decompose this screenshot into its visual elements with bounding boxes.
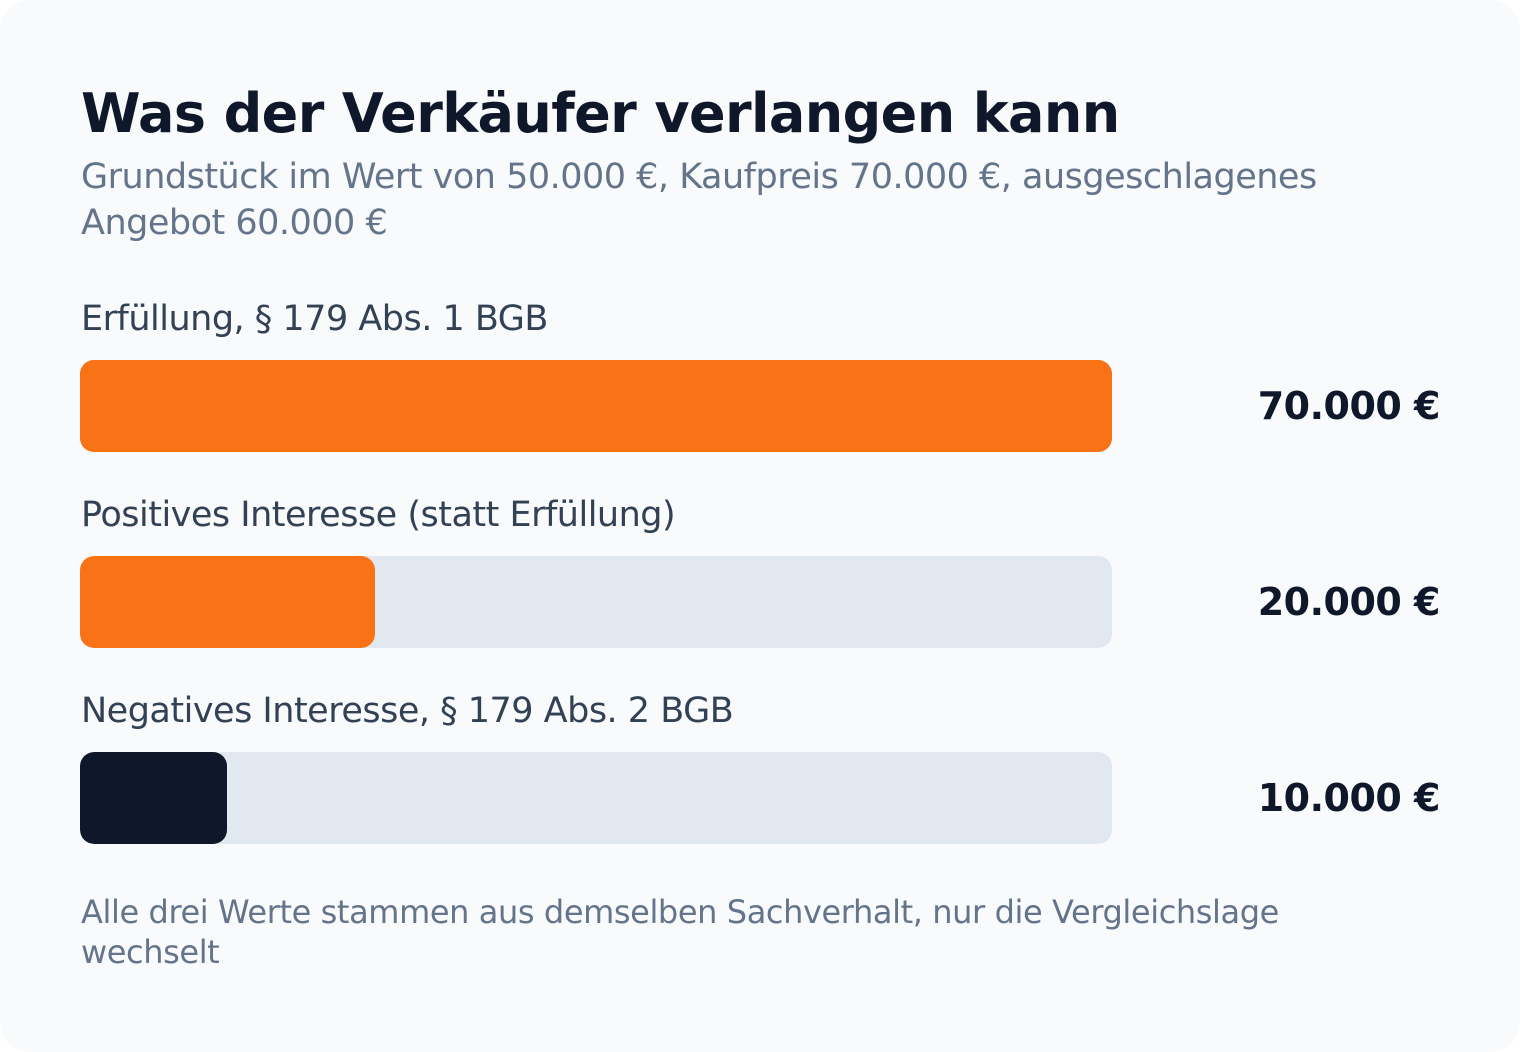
bar-label: Positives Interesse (statt Erfüllung) — [81, 495, 676, 535]
chart-subtitle: Grundstück im Wert von 50.000 €, Kaufpre… — [81, 157, 1317, 243]
bar — [80, 556, 375, 648]
chart-footnote: Alle drei Werte stammen aus demselben Sa… — [81, 893, 1279, 971]
bar-value-label: 10.000 € — [1257, 776, 1441, 820]
bar-row: Negatives Interesse, § 179 Abs. 2 BGB 10.… — [80, 688, 1441, 884]
bar-track — [80, 556, 1112, 648]
bar-label: Negatives Interesse, § 179 Abs. 2 BGB — [81, 691, 734, 731]
bar-row: Erfüllung, § 179 Abs. 1 BGB 70.000 € — [80, 296, 1441, 492]
bar-label: Erfüllung, § 179 Abs. 1 BGB — [81, 299, 548, 339]
chart-title: Was der Verkäufer verlangen kann — [81, 82, 1120, 145]
bar — [80, 360, 1112, 452]
bar-rows: Erfüllung, § 179 Abs. 1 BGB 70.000 € Posit… — [80, 296, 1441, 884]
bar-value-label: 70.000 € — [1257, 384, 1441, 428]
bar-track — [80, 752, 1112, 844]
bar-row: Positives Interesse (statt Erfüllung) 20.… — [80, 492, 1441, 688]
bar — [80, 752, 227, 844]
bar-track — [80, 360, 1112, 452]
bar-value-label: 20.000 € — [1257, 580, 1441, 624]
